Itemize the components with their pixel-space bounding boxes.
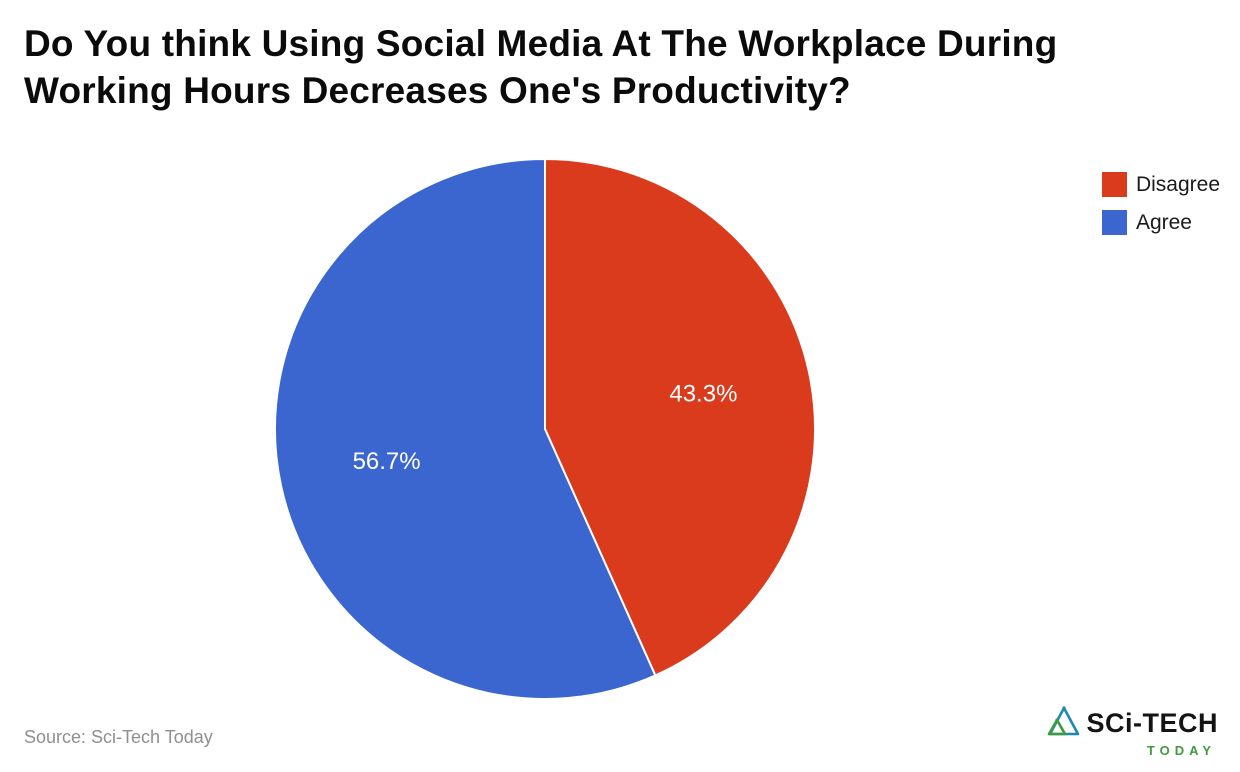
- page-title: Do You think Using Social Media At The W…: [24, 23, 1058, 112]
- logo-text-secondary: TODAY: [1146, 743, 1216, 758]
- legend-swatch-disagree: [1101, 172, 1127, 197]
- legend-item-agree: Agree: [1101, 210, 1220, 235]
- legend-item-disagree: Disagree: [1101, 172, 1220, 197]
- logo-text-primary: SCi-TECH: [1086, 708, 1218, 738]
- legend-swatch-agree: [1101, 210, 1127, 235]
- pie-chart: 43.3% 56.7%: [273, 157, 817, 701]
- pie-chart-svg: 43.3% 56.7%: [274, 158, 817, 700]
- source-text: Source: Sci-Tech Today: [24, 727, 213, 747]
- pie-slice-disagree: [544, 158, 817, 677]
- pie-value-label-disagree: 43.3%: [669, 381, 737, 408]
- legend: Disagree Agree: [1101, 172, 1220, 235]
- legend-label-disagree: Disagree: [1135, 172, 1220, 196]
- pie-slice-agree: [274, 158, 657, 700]
- logo-triangle-icon: [1045, 705, 1081, 742]
- pie-value-label-agree: 56.7%: [353, 448, 421, 475]
- brand-logo: SCi-TECH TODAY: [1045, 705, 1219, 758]
- legend-label-agree: Agree: [1135, 210, 1192, 234]
